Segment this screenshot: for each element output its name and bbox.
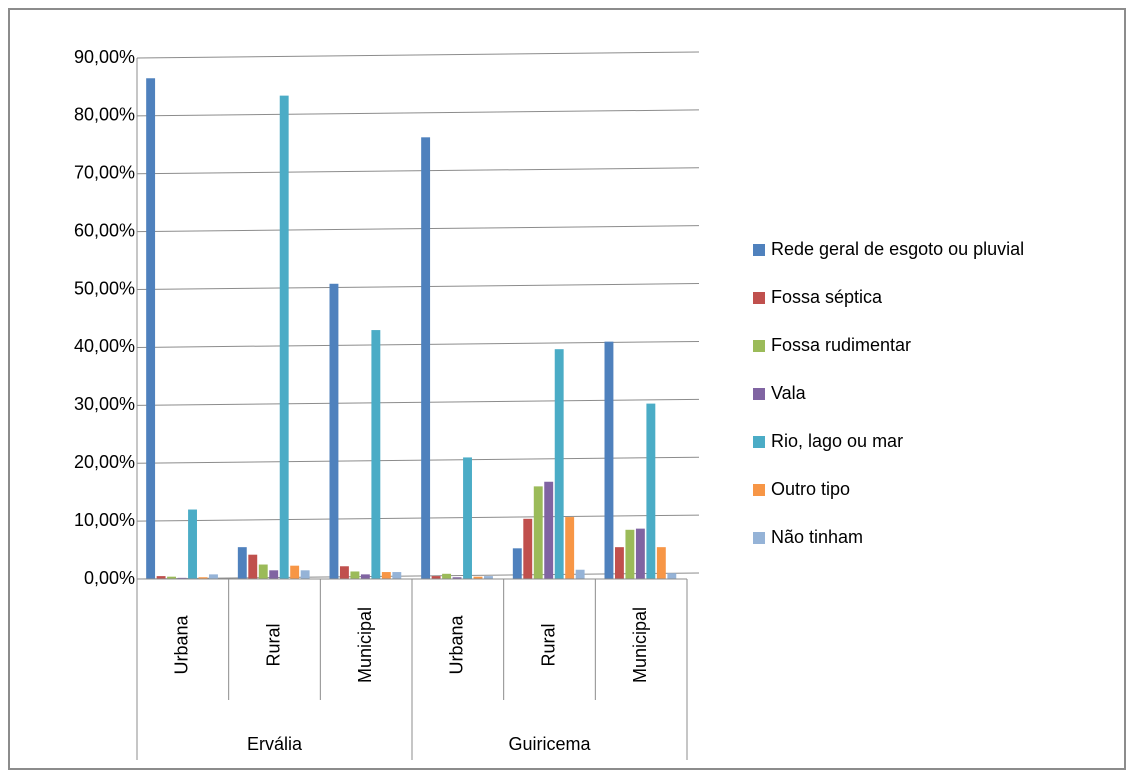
grid-line	[136, 109, 700, 117]
bar	[667, 573, 677, 579]
bar	[360, 574, 370, 579]
bar	[248, 554, 258, 579]
y-tick-label: 10,00%	[74, 510, 135, 530]
legend-label: Outro tipo	[771, 479, 850, 499]
bar	[177, 577, 187, 579]
y-tick-label: 20,00%	[74, 452, 135, 472]
bar	[329, 283, 339, 579]
y-tick-label: 50,00%	[74, 278, 135, 298]
bar	[523, 518, 533, 579]
legend-swatch	[753, 340, 765, 352]
bar	[431, 576, 441, 579]
y-tick-label: 60,00%	[74, 220, 135, 240]
group-label: Ervália	[247, 734, 303, 754]
bar	[512, 548, 522, 579]
bar	[544, 481, 554, 579]
bar	[463, 457, 472, 579]
x-tick-label: Rural	[263, 623, 283, 666]
bar	[290, 565, 300, 579]
bar	[625, 529, 635, 579]
x-tick-label: Urbana	[447, 614, 467, 674]
chart-border	[8, 8, 1126, 770]
legend-swatch	[753, 532, 765, 544]
bar	[381, 572, 391, 579]
bar	[473, 576, 483, 579]
bar	[237, 547, 247, 579]
legend-label: Rede geral de esgoto ou pluvial	[771, 239, 1024, 259]
bar	[533, 486, 543, 579]
bar	[392, 572, 402, 579]
x-tick-label: Urbana	[172, 614, 192, 674]
bar	[484, 576, 493, 579]
y-tick-label: 0,00%	[84, 568, 135, 588]
legend-label: Fossa rudimentar	[771, 335, 911, 355]
legend-label: Não tinham	[771, 527, 863, 547]
grid-line	[136, 167, 700, 175]
y-tick-label: 40,00%	[74, 336, 135, 356]
legend-label: Rio, lago ou mar	[771, 431, 903, 451]
bar	[646, 403, 656, 579]
bar	[371, 330, 381, 579]
bar	[350, 571, 360, 579]
legend-swatch	[753, 244, 765, 256]
y-tick-label: 80,00%	[74, 105, 135, 125]
legend-swatch	[753, 436, 765, 448]
bar	[300, 570, 310, 579]
legend-label: Vala	[771, 383, 807, 403]
bar	[188, 509, 197, 579]
bar	[575, 569, 585, 579]
legend-swatch	[753, 292, 765, 304]
bar	[209, 574, 218, 579]
bar	[146, 78, 156, 579]
grid-line	[136, 225, 700, 233]
bar	[604, 341, 614, 579]
bar	[156, 576, 166, 579]
bar	[614, 547, 624, 579]
bar	[656, 547, 666, 579]
legend-swatch	[753, 484, 765, 496]
y-tick-label: 90,00%	[74, 47, 135, 67]
legend-swatch	[753, 388, 765, 400]
bar	[442, 573, 452, 579]
bar	[452, 577, 462, 579]
legend-label: Fossa séptica	[771, 287, 883, 307]
bar	[421, 137, 431, 579]
group-label: Guiricema	[508, 734, 591, 754]
x-tick-label: Municipal	[355, 607, 375, 683]
grid-line	[136, 283, 700, 291]
x-tick-label: Municipal	[630, 607, 650, 683]
y-tick-label: 70,00%	[74, 163, 135, 183]
bar	[635, 528, 645, 579]
x-tick-label: Rural	[538, 623, 558, 666]
bar	[554, 349, 564, 579]
bar	[339, 566, 349, 579]
bar	[167, 576, 177, 579]
grid-line	[136, 51, 700, 59]
bar	[565, 517, 575, 579]
y-tick-label: 30,00%	[74, 394, 135, 414]
bar	[198, 577, 208, 579]
bar	[258, 564, 268, 579]
bar	[279, 95, 289, 579]
bar	[269, 570, 279, 579]
